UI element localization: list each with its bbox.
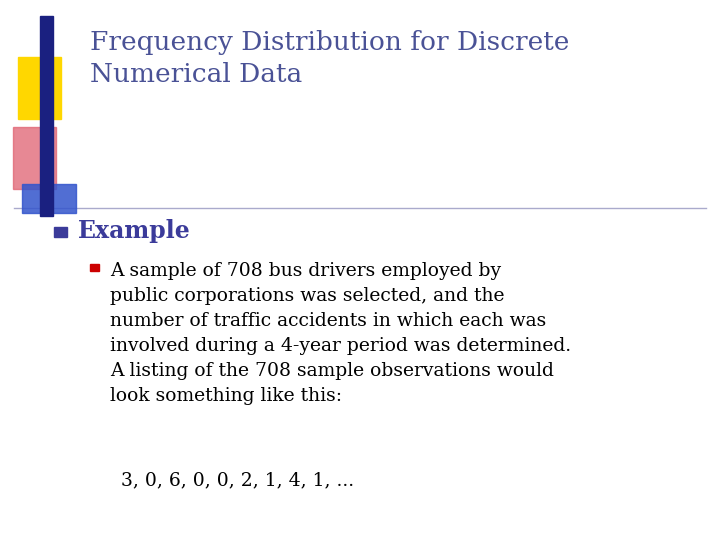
Bar [90,264,99,271]
Text: A sample of 708 bus drivers employed by
public corporations was selected, and th: A sample of 708 bus drivers employed by … [110,262,571,406]
Bar [40,16,53,216]
Text: Example: Example [78,219,191,243]
Bar [13,127,56,189]
Bar [18,57,61,119]
Text: 3, 0, 6, 0, 0, 2, 1, 4, 1, ...: 3, 0, 6, 0, 0, 2, 1, 4, 1, ... [121,471,354,489]
Bar [54,227,67,237]
Bar [22,184,76,213]
Text: Frequency Distribution for Discrete
Numerical Data: Frequency Distribution for Discrete Nume… [90,30,570,87]
